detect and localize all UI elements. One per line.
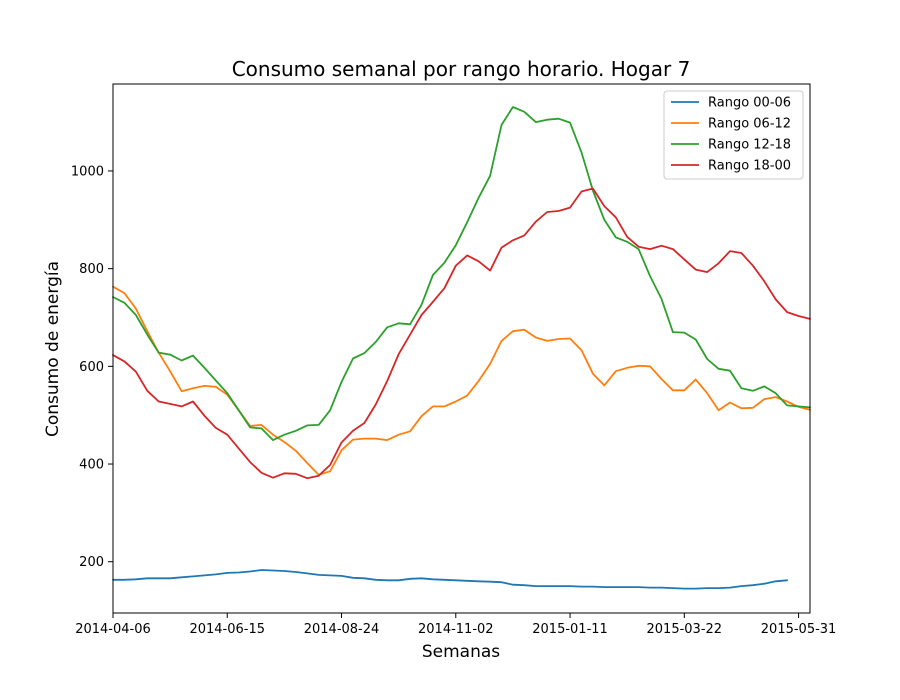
x-tick-label: 2014-04-06	[75, 622, 151, 637]
chart-title: Consumo semanal por rango horario. Hogar…	[232, 57, 691, 81]
x-axis-label: Semanas	[422, 642, 500, 662]
legend-label: Rango 12-18	[708, 138, 791, 153]
series-layer	[112, 106, 811, 590]
plot-frame	[112, 83, 811, 614]
series-line-rango-12-18	[112, 106, 811, 442]
y-tick-label: 600	[79, 360, 104, 375]
series-line-rango-18-00	[112, 187, 811, 480]
y-tick-label: 800	[79, 262, 104, 277]
x-tick-label: 2015-01-11	[532, 622, 608, 637]
legend-label: Rango 00-06	[708, 96, 791, 111]
y-tick-label: 400	[79, 458, 104, 473]
legend: Rango 00-06 Rango 06-12 Rango 12-18 Rango 1…	[663, 90, 804, 180]
y-axis-label: Consumo de energía	[43, 261, 63, 437]
x-tick-label: 2014-08-24	[304, 622, 380, 637]
x-tick-label: 2014-11-02	[418, 622, 494, 637]
series-line-rango-00-06	[112, 569, 788, 590]
x-tick-label: 2015-03-22	[647, 622, 723, 637]
x-tick-label: 2015-05-31	[761, 622, 837, 637]
x-tick-label: 2014-06-15	[189, 622, 265, 637]
x-axis-ticks: 2014-04-06 2014-06-15 2014-08-24 2014-11-02…	[75, 613, 836, 637]
legend-box	[663, 90, 804, 180]
legend-label: Rango 06-12	[708, 117, 791, 132]
y-tick-label: 1000	[71, 164, 104, 179]
y-tick-label: 200	[79, 555, 104, 570]
legend-label: Rango 18-00	[708, 159, 791, 174]
y-axis-ticks: 200 400 600 800 1000	[71, 164, 113, 570]
